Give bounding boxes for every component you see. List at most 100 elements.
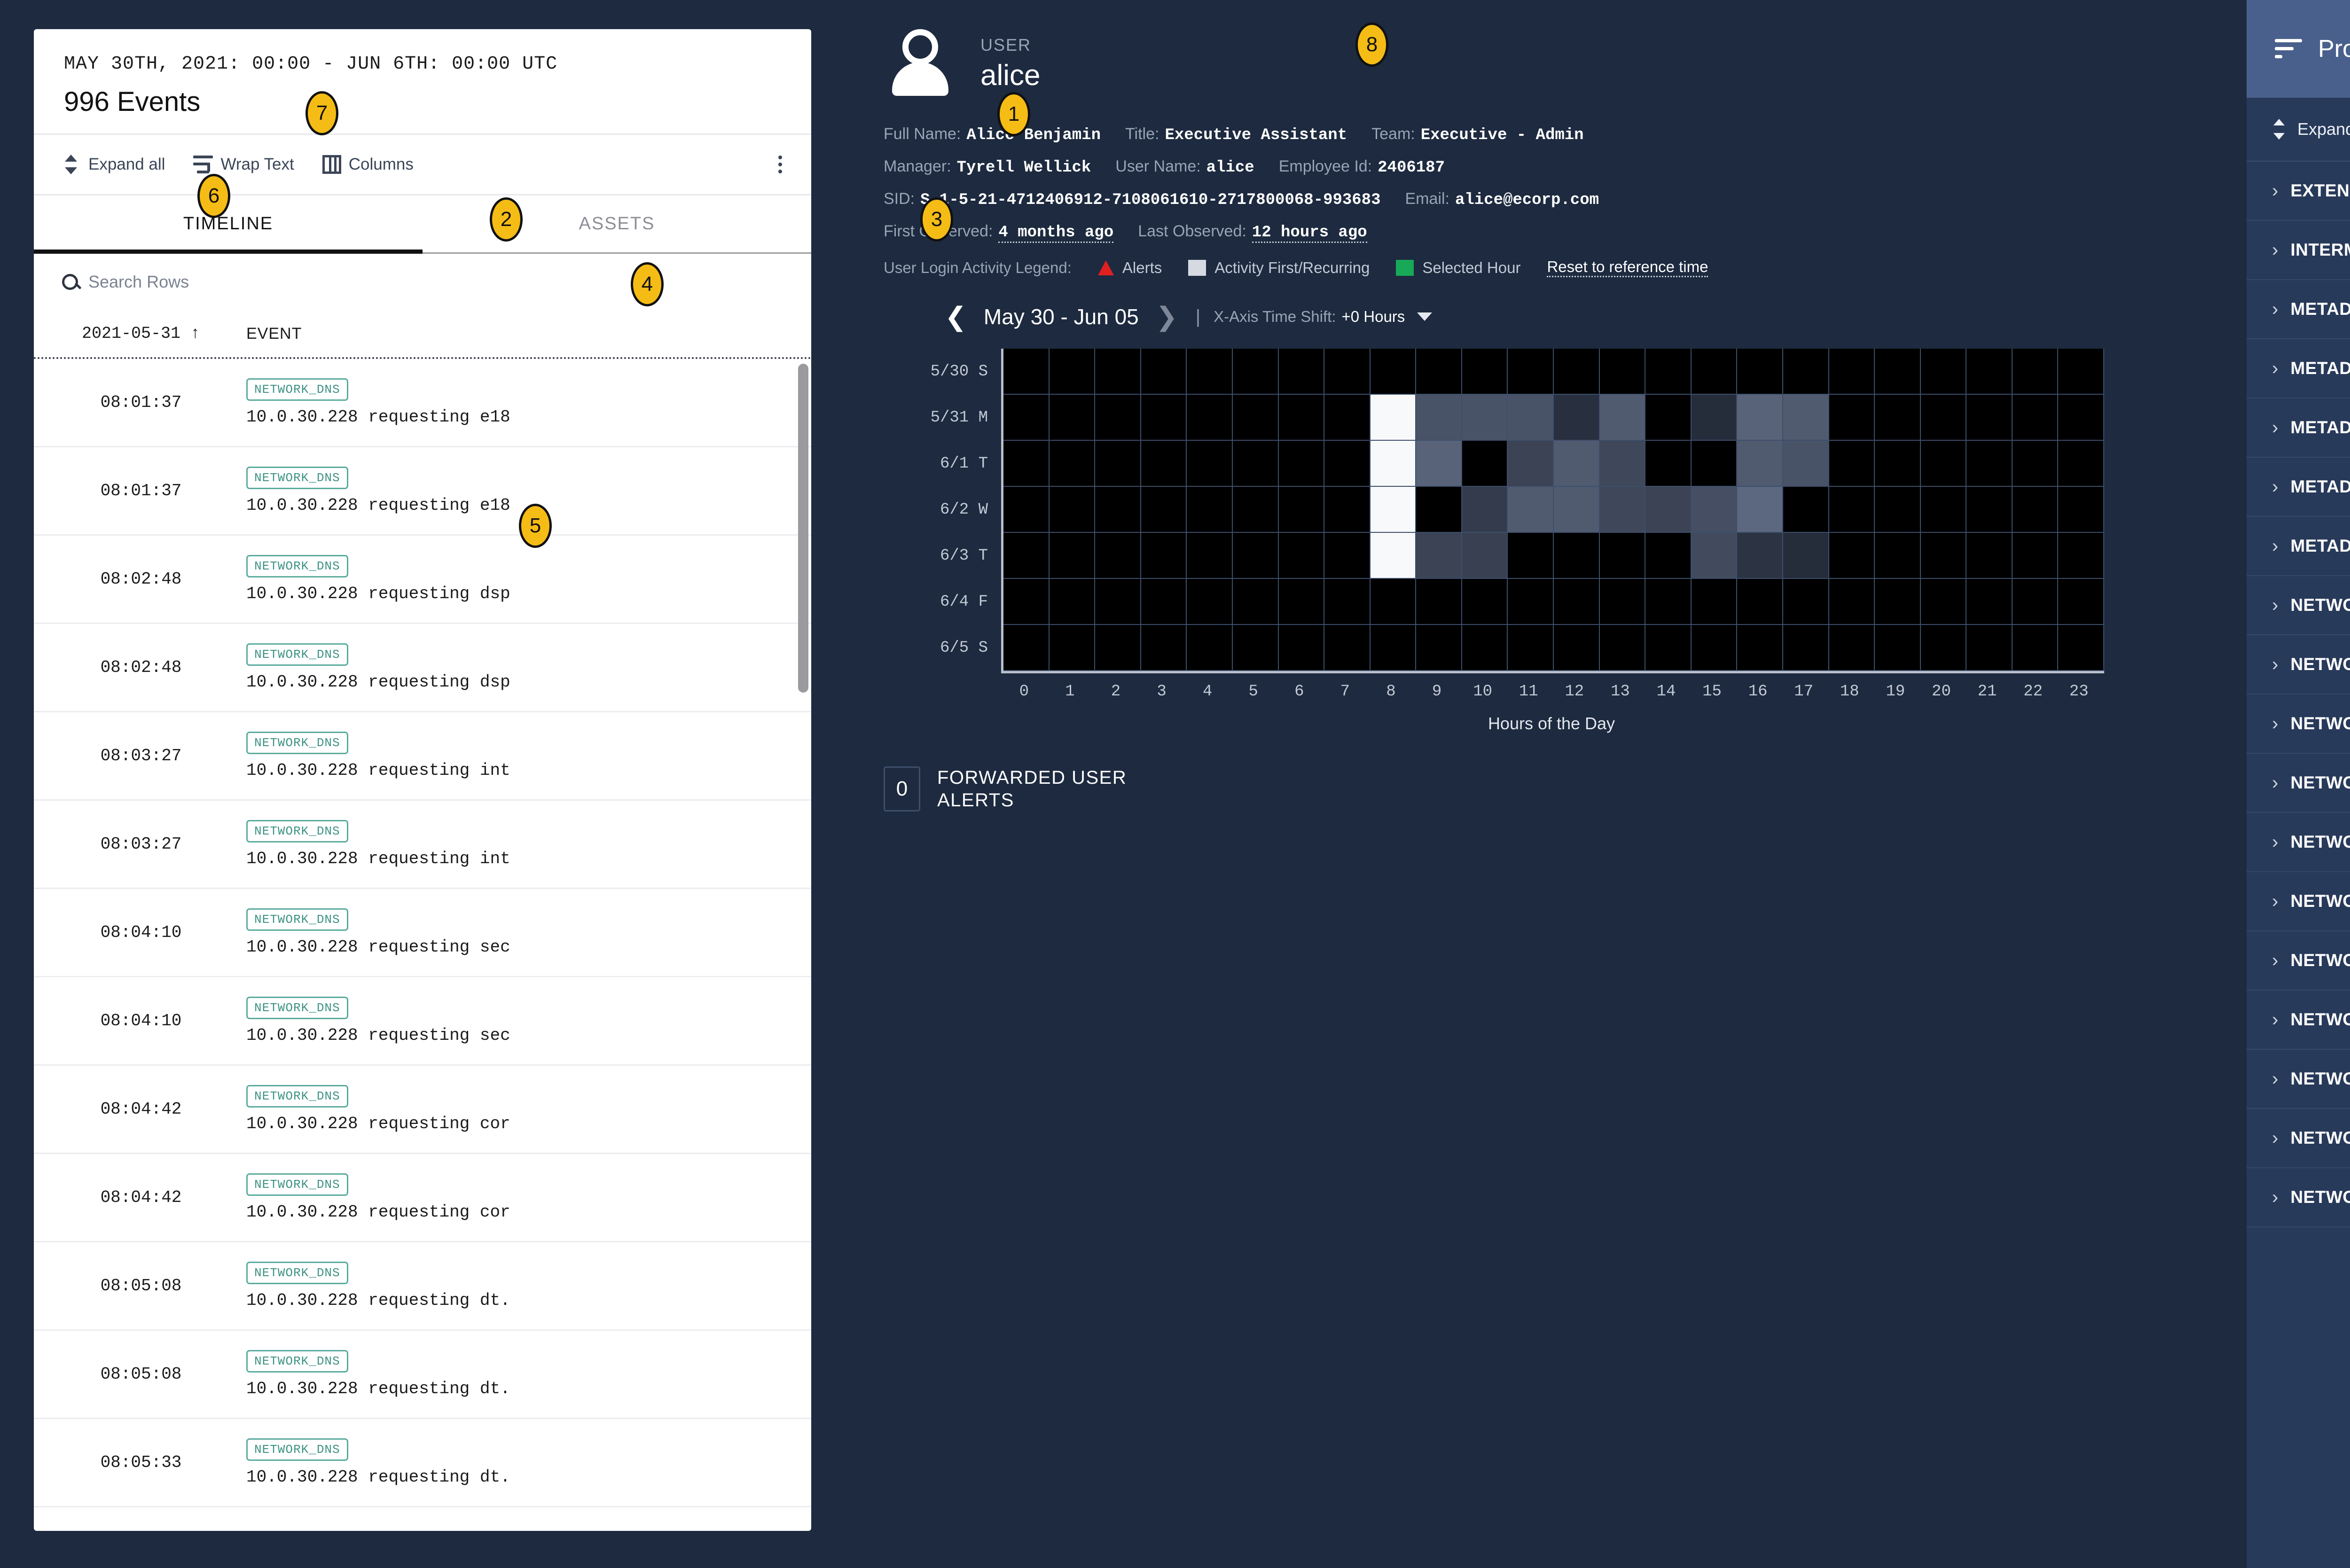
heatmap-cell[interactable] xyxy=(2058,625,2104,671)
heatmap-cell[interactable] xyxy=(1783,487,1829,533)
chevron-left-icon[interactable]: ❮ xyxy=(945,302,967,331)
timeline-scrollbar-thumb[interactable] xyxy=(798,364,808,693)
heatmap-cell[interactable] xyxy=(1324,487,1371,533)
heatmap-cell[interactable] xyxy=(2058,441,2104,487)
heatmap-cell[interactable] xyxy=(2058,533,2104,579)
heatmap-cell[interactable] xyxy=(1829,487,1875,533)
heatmap-cell[interactable] xyxy=(1232,533,1279,579)
table-row[interactable]: 08:04:42 NETWORK_DNS 10.0.30.228 requestin… xyxy=(34,1154,811,1242)
heatmap-cell[interactable] xyxy=(2012,487,2059,533)
heatmap-cell[interactable] xyxy=(1370,579,1417,625)
filter-field-item[interactable]: › METADATA.EVENT_TYPE xyxy=(2247,280,2350,339)
heatmap-cell[interactable] xyxy=(1554,533,1600,579)
heatmap-cell[interactable] xyxy=(1462,579,1508,625)
heatmap-cell[interactable] xyxy=(1370,487,1417,533)
table-row[interactable]: 08:02:48 NETWORK_DNS 10.0.30.228 requestin… xyxy=(34,624,811,712)
heatmap-cell[interactable] xyxy=(1049,579,1096,625)
timeline-scrollbar[interactable] xyxy=(798,359,808,1531)
heatmap-cell[interactable] xyxy=(1232,579,1279,625)
heatmap-cell[interactable] xyxy=(1095,395,1141,441)
heatmap-cell[interactable] xyxy=(1829,533,1875,579)
tab-timeline[interactable]: TIMELINE xyxy=(34,195,423,254)
heatmap-cell[interactable] xyxy=(1508,533,1554,579)
heatmap-cell[interactable] xyxy=(1049,533,1096,579)
expand-all-button[interactable]: Expand all xyxy=(61,154,165,175)
filter-field-item[interactable]: › NETWORK.DNS.QUESTIONS.NAME xyxy=(2247,813,2350,872)
heatmap-cell[interactable] xyxy=(2012,625,2059,671)
heatmap-cell[interactable] xyxy=(1599,579,1646,625)
heatmap-cell[interactable] xyxy=(1232,395,1279,441)
heatmap-cell[interactable] xyxy=(1645,579,1692,625)
heatmap-cell[interactable] xyxy=(1187,533,1233,579)
heatmap-cell[interactable] xyxy=(1875,533,1921,579)
heatmap-cell[interactable] xyxy=(2012,441,2059,487)
heatmap-cell[interactable] xyxy=(1141,487,1187,533)
heatmap-cell[interactable] xyxy=(1599,349,1646,395)
event-rows-list[interactable]: 08:01:37 NETWORK_DNS 10.0.30.228 requestin… xyxy=(34,359,811,1531)
table-row[interactable]: 08:04:10 NETWORK_DNS 10.0.30.228 requestin… xyxy=(34,977,811,1066)
heatmap-cell[interactable] xyxy=(1462,349,1508,395)
heatmap-cell[interactable] xyxy=(1141,349,1187,395)
filter-field-item[interactable]: › METADATA.PRODUCT_NAME xyxy=(2247,458,2350,517)
heatmap-cell[interactable] xyxy=(1783,395,1829,441)
heatmap-cell[interactable] xyxy=(1920,625,1967,671)
heatmap-cell[interactable] xyxy=(1049,441,1096,487)
heatmap-cell[interactable] xyxy=(1232,349,1279,395)
heatmap-cell[interactable] xyxy=(1966,579,2013,625)
heatmap-cell[interactable] xyxy=(1049,395,1096,441)
heatmap-cell[interactable] xyxy=(1416,395,1462,441)
heatmap-cell[interactable] xyxy=(1875,349,1921,395)
heatmap-cell[interactable] xyxy=(1645,533,1692,579)
heatmap-cell[interactable] xyxy=(1875,395,1921,441)
heatmap-cell[interactable] xyxy=(1966,533,2013,579)
heatmap-cell[interactable] xyxy=(1187,395,1233,441)
heatmap-cell[interactable] xyxy=(1187,579,1233,625)
heatmap-cell[interactable] xyxy=(1324,441,1371,487)
heatmap-cell[interactable] xyxy=(1783,625,1829,671)
heatmap-cell[interactable] xyxy=(1278,395,1325,441)
chevron-right-icon[interactable]: ❯ xyxy=(1155,302,1178,331)
heatmap-cell[interactable] xyxy=(1416,533,1462,579)
heatmap-cell[interactable] xyxy=(1003,625,1050,671)
heatmap-cell[interactable] xyxy=(1232,487,1279,533)
heatmap-cell[interactable] xyxy=(1003,441,1050,487)
heatmap-cell[interactable] xyxy=(2058,395,2104,441)
heatmap-cell[interactable] xyxy=(1966,395,2013,441)
search-input[interactable] xyxy=(88,272,323,292)
heatmap-cell[interactable] xyxy=(1416,487,1462,533)
table-row[interactable]: 08:04:10 NETWORK_DNS 10.0.30.228 requestin… xyxy=(34,889,811,977)
filter-field-item[interactable]: › NETWORK.HTTP.REFERRAL_URL xyxy=(2247,1050,2350,1109)
heatmap-cell[interactable] xyxy=(1462,625,1508,671)
tab-assets[interactable]: ASSETS xyxy=(579,214,655,234)
heatmap-cell[interactable] xyxy=(1141,395,1187,441)
heatmap-cell[interactable] xyxy=(1920,441,1967,487)
filter-field-item[interactable]: › NETWORK.DNS.ANSWERS.TTL xyxy=(2247,754,2350,813)
heatmap-cell[interactable] xyxy=(1278,487,1325,533)
heatmap-cell[interactable] xyxy=(1554,625,1600,671)
heatmap-cell[interactable] xyxy=(1370,395,1417,441)
table-row[interactable]: 08:05:33 NETWORK_DNS 10.0.30.228 requestin… xyxy=(34,1419,811,1507)
heatmap-cell[interactable] xyxy=(1783,441,1829,487)
heatmap-grid[interactable] xyxy=(1003,349,2104,671)
heatmap-cell[interactable] xyxy=(1554,579,1600,625)
table-row[interactable]: 08:05:08 NETWORK_DNS 10.0.30.228 requestin… xyxy=(34,1331,811,1419)
filter-field-item[interactable]: › NETWORK.APPLICATION_PROTOCOL xyxy=(2247,576,2350,635)
heatmap-cell[interactable] xyxy=(2058,579,2104,625)
heatmap-cell[interactable] xyxy=(1966,625,2013,671)
heatmap-cell[interactable] xyxy=(1645,487,1692,533)
heatmap-cell[interactable] xyxy=(1737,395,1783,441)
heatmap-cell[interactable] xyxy=(1737,579,1783,625)
heatmap-cell[interactable] xyxy=(1462,487,1508,533)
heatmap-cell[interactable] xyxy=(1875,625,1921,671)
heatmap-cell[interactable] xyxy=(2012,579,2059,625)
metadata-value[interactable]: 4 months ago xyxy=(998,224,1114,243)
heatmap-cell[interactable] xyxy=(1599,487,1646,533)
heatmap-cell[interactable] xyxy=(1416,441,1462,487)
heatmap-cell[interactable] xyxy=(1187,625,1233,671)
heatmap-cell[interactable] xyxy=(1003,487,1050,533)
heatmap-cell[interactable] xyxy=(1324,533,1371,579)
metadata-value[interactable]: 12 hours ago xyxy=(1252,224,1367,243)
heatmap-cell[interactable] xyxy=(1508,395,1554,441)
heatmap-cell[interactable] xyxy=(1370,441,1417,487)
columns-button[interactable]: Columns xyxy=(322,155,414,174)
